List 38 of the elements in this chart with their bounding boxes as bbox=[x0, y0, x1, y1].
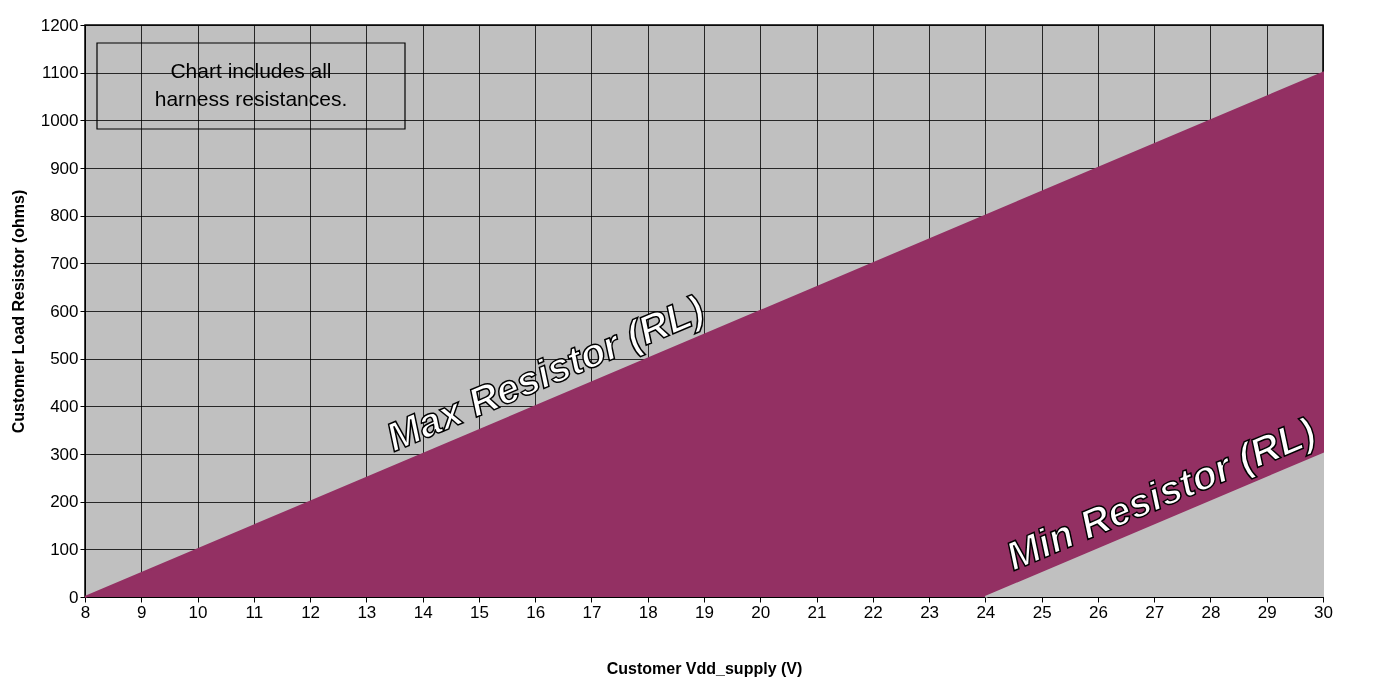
x-axis-title: Customer Vdd_supply (V) bbox=[606, 659, 803, 677]
x-tick-label: 10 bbox=[188, 602, 208, 622]
x-tick-label: 20 bbox=[751, 602, 771, 622]
x-tick-label: 24 bbox=[976, 602, 996, 622]
x-tick-label: 16 bbox=[526, 602, 546, 622]
x-tick-label: 17 bbox=[582, 602, 602, 622]
y-tick-label: 1000 bbox=[40, 110, 79, 130]
x-tick-label: 21 bbox=[807, 602, 827, 622]
x-tick-label: 18 bbox=[638, 602, 658, 622]
y-tick-label: 400 bbox=[50, 396, 79, 416]
y-tick-label: 100 bbox=[50, 539, 79, 559]
x-tick-label: 11 bbox=[245, 602, 264, 622]
y-tick-label: 900 bbox=[50, 158, 79, 178]
y-tick-label: 1100 bbox=[41, 63, 79, 83]
x-tick-label: 29 bbox=[1257, 602, 1277, 622]
y-tick-label: 0 bbox=[69, 587, 79, 607]
x-tick-label: 9 bbox=[137, 602, 147, 622]
y-tick-label: 300 bbox=[50, 444, 79, 464]
y-tick-label: 1200 bbox=[40, 15, 79, 35]
x-tick-label: 30 bbox=[1314, 602, 1333, 622]
x-tick-label: 27 bbox=[1145, 602, 1165, 622]
x-tick-label: 22 bbox=[863, 602, 883, 622]
x-tick-label: 28 bbox=[1201, 602, 1221, 622]
x-tick-label: 23 bbox=[920, 602, 940, 622]
y-tick-label: 700 bbox=[50, 253, 79, 273]
y-tick-label: 200 bbox=[50, 492, 79, 512]
y-axis-title: Customer Load Resistor (ohms) bbox=[9, 189, 27, 434]
x-tick-label: 12 bbox=[301, 602, 321, 622]
x-tick-label: 8 bbox=[80, 602, 91, 622]
x-tick-label: 13 bbox=[357, 602, 377, 622]
x-tick-label: 15 bbox=[469, 602, 489, 622]
y-tick-label: 600 bbox=[50, 301, 79, 321]
x-tick-label: 14 bbox=[413, 602, 433, 622]
x-tick-label: 19 bbox=[695, 602, 714, 622]
y-tick-label: 800 bbox=[50, 206, 79, 226]
x-tick-label: 25 bbox=[1032, 602, 1052, 622]
x-tick-label: 26 bbox=[1088, 602, 1108, 622]
y-tick-label: 500 bbox=[50, 349, 79, 369]
